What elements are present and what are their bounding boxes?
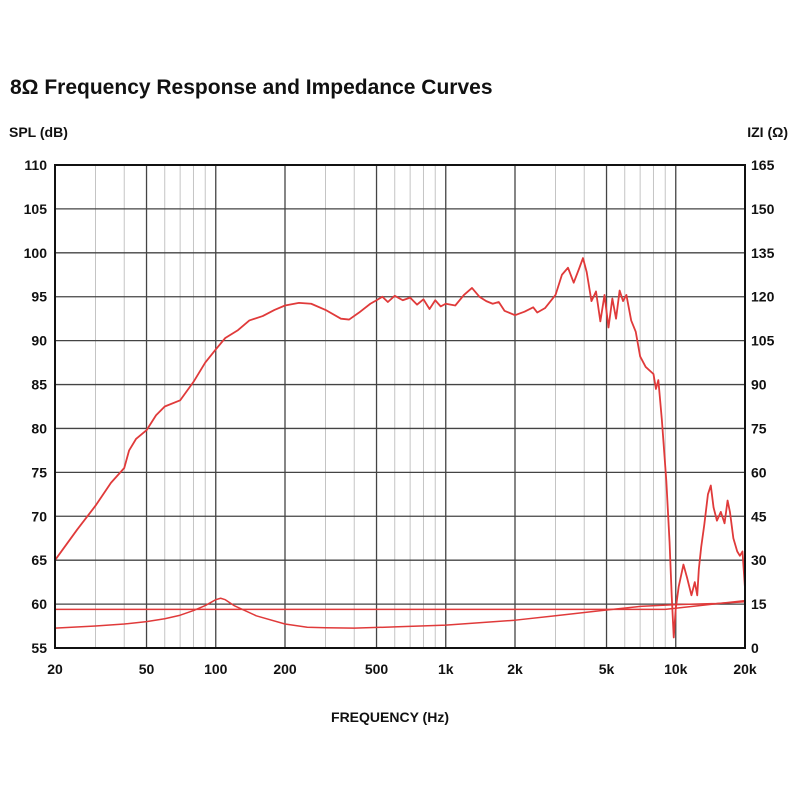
y-right-tick-label: 0 — [751, 640, 759, 656]
y-left-tick-label: 55 — [31, 640, 47, 656]
y-right-tick-label: 105 — [751, 333, 775, 349]
x-tick-label: 200 — [273, 661, 297, 677]
y-left-tick-label: 110 — [24, 157, 47, 173]
y-right-tick-label: 150 — [751, 201, 775, 217]
y-left-tick-label: 105 — [24, 201, 48, 217]
y-left-tick-label: 85 — [31, 377, 47, 393]
y-left-tick-label: 100 — [24, 245, 48, 261]
x-tick-label: 20k — [733, 661, 757, 677]
y-right-tick-label: 165 — [751, 157, 775, 173]
y-axis-right-label: IZI (Ω) — [747, 124, 788, 140]
y-left-tick-label: 70 — [31, 508, 47, 524]
x-tick-label: 20 — [47, 661, 63, 677]
y-right-tick-label: 135 — [751, 245, 775, 261]
y-right-tick-label: 60 — [751, 464, 767, 480]
x-tick-label: 50 — [139, 661, 155, 677]
y-right-tick-label: 90 — [751, 377, 767, 393]
x-axis-label: FREQUENCY (Hz) — [331, 709, 449, 725]
y-right-tick-label: 45 — [751, 508, 767, 524]
y-left-tick-label: 90 — [31, 333, 47, 349]
y-left-tick-label: 95 — [31, 289, 47, 305]
y-right-tick-label: 30 — [751, 552, 767, 568]
y-left-tick-label: 60 — [31, 596, 47, 612]
series-layer — [55, 257, 745, 639]
y-right-tick-label: 75 — [751, 420, 767, 436]
y-left-tick-label: 80 — [31, 420, 47, 436]
x-tick-label: 10k — [664, 661, 688, 677]
x-tick-label: 5k — [599, 661, 615, 677]
y-right-tick-label: 15 — [751, 596, 767, 612]
chart-title: 8Ω Frequency Response and Impedance Curv… — [10, 76, 493, 99]
y-right-tick-label: 120 — [751, 289, 775, 305]
plot-frame — [54, 164, 746, 649]
x-tick-label: 2k — [507, 661, 523, 677]
minor-gridlines — [95, 165, 666, 648]
y-left-tick-label: 75 — [31, 464, 47, 480]
major-gridlines — [55, 165, 745, 648]
y-left-tick-label: 65 — [31, 552, 47, 568]
x-tick-label: 500 — [365, 661, 389, 677]
series-spl — [55, 257, 745, 639]
series-impedance-reference — [55, 599, 745, 611]
x-tick-label: 1k — [438, 661, 454, 677]
y-axis-left-label: SPL (dB) — [9, 124, 68, 140]
series-impedance — [55, 597, 745, 629]
x-tick-label: 100 — [204, 661, 228, 677]
